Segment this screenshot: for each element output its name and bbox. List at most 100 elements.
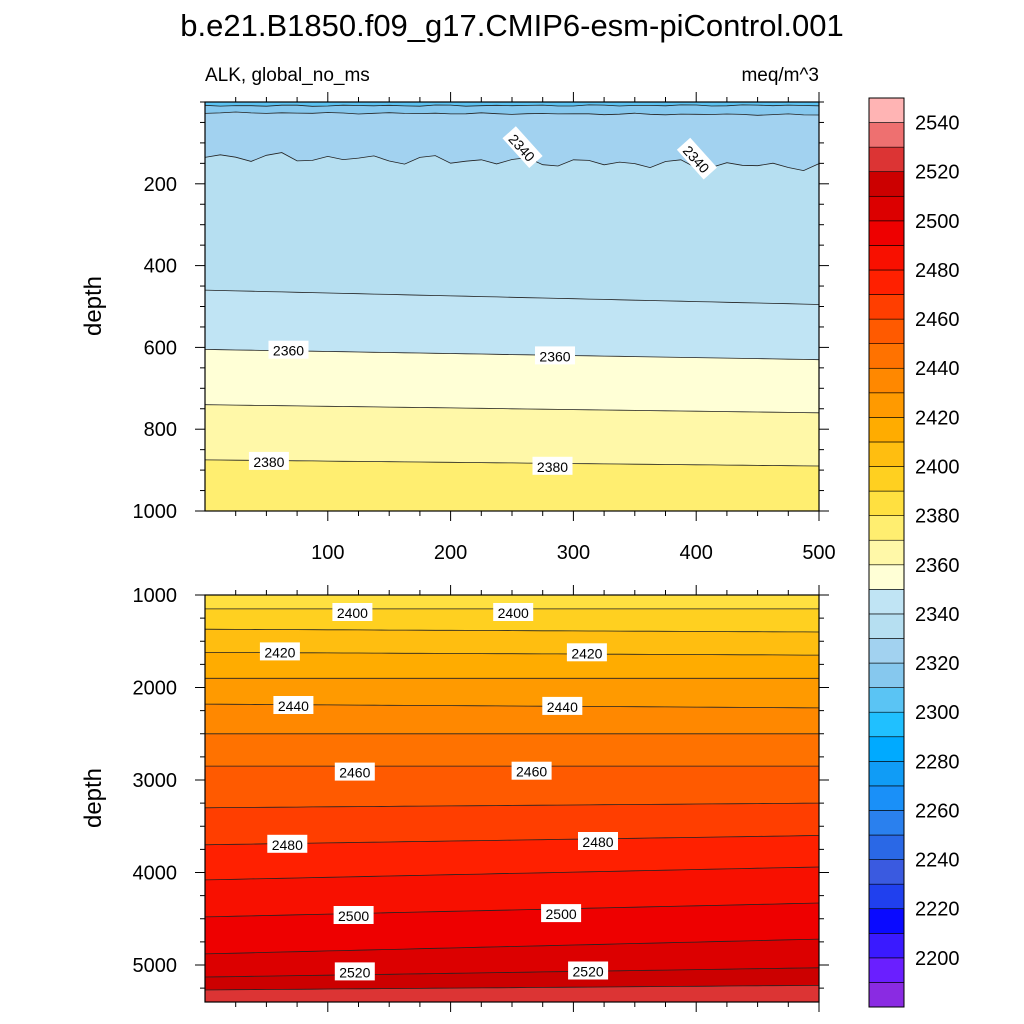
colorbar-swatch [868,245,905,271]
colorbar-swatch [868,441,905,467]
contour-label-text: 2500 [338,908,369,924]
y-tick-label: 2000 [133,678,178,700]
contour-label-text: 2520 [339,964,370,980]
colorbar-swatch [868,564,905,590]
colorbar-swatch [868,318,905,344]
colorbar-swatch [868,195,905,222]
contour-line [204,902,820,918]
contour-label-text: 2460 [339,765,370,781]
contour-line [204,628,820,633]
contour-label-box [333,906,374,924]
contour-line [205,652,819,656]
contour-label-text: 2400 [498,605,529,621]
contour-label-box [502,126,543,169]
colorbar: 2200 2220 2240 2260 2280 2300 2320 2340 2360 2380… [868,97,960,1008]
colorbar-label: 2520 [915,162,960,184]
contour-label-text: 2500 [546,906,577,922]
upper-right-label: meq/m^3 [741,65,819,86]
colorbar-swatch [868,932,905,959]
contour-label-box [532,456,573,475]
colorbar-label: 2220 [915,899,960,921]
contour-band [205,459,819,511]
colorbar-swatch [868,638,905,664]
contour-label-box [541,904,582,923]
colorbar-label: 2380 [915,506,960,528]
colorbar-frame [868,97,905,1008]
colorbar-swatch [868,466,905,492]
y-tick-label: 1000 [133,585,178,607]
contour-label: 2420 [259,642,300,661]
colorbar-swatch [868,613,905,639]
colorbar-swatch [868,220,905,246]
contour-label-box [267,834,308,853]
contour-label: 2440 [542,696,583,715]
contour-line [204,289,820,305]
contour-label-text: 2380 [537,459,568,475]
colorbar-swatch [868,957,905,983]
x-tick-label: 400 [680,542,713,564]
contour-line [204,938,820,955]
contour-label: 2400 [493,603,534,621]
colorbar-swatch [868,834,905,860]
lower-y-axis-label: depth [80,768,107,828]
colorbar-swatch [868,761,905,787]
contour-label-box [511,761,552,780]
colorbar-swatch [868,711,905,738]
contour-label: 2460 [511,761,552,780]
contour-line [204,459,820,467]
contour-line [204,835,820,846]
contour-label: 2480 [267,834,308,853]
contour-label: 2520 [568,961,609,980]
colorbar-label: 2540 [915,113,960,135]
colorbar-label: 2480 [915,260,960,282]
contour-label: 2460 [334,762,375,781]
contour-label: 2500 [333,906,374,924]
contour-label: 2420 [566,643,607,662]
y-tick-label: 200 [144,174,177,196]
colorbar-label: 2200 [915,948,960,970]
main-title: b.e21.B1850.f09_g17.CMIP6-esm-piControl.… [180,8,843,43]
contour-label-box [542,696,583,715]
contour-line [204,404,820,414]
contour-label-text: 2420 [264,644,295,660]
contour-label: 2380 [248,451,289,470]
upper-left-label: ALK, global_no_ms [205,65,370,86]
colorbar-swatch [868,859,905,885]
contour-label: 2500 [541,904,582,923]
contour-line [204,802,820,809]
colorbar-label: 2280 [915,751,960,773]
contour-label-box [493,603,534,621]
y-tick-label: 1000 [133,501,178,523]
colorbar-swatch [868,810,905,836]
contour-label-text: 2460 [516,764,547,780]
contour-label-box [566,643,607,662]
contour-label-box [578,832,618,850]
colorbar-label: 2240 [915,850,960,872]
colorbar-swatch [868,171,905,197]
contour-label-box [535,346,575,365]
contour-label-text: 2480 [272,837,303,853]
contour-band [205,985,819,1002]
contour-line [204,111,820,116]
x-tick-label: 300 [557,542,590,564]
colorbar-swatch [868,883,905,910]
colorbar-label: 2400 [915,457,960,479]
colorbar-swatch [868,662,905,688]
colorbar-swatch [868,343,905,369]
contour-label-box [332,603,373,621]
contour-label-box [259,642,300,661]
y-tick-label: 5000 [133,955,178,977]
colorbar-swatch [868,122,905,148]
colorbar-swatch [868,908,905,934]
contour-label-box [568,961,609,980]
colorbar-swatch [868,146,905,173]
upper-y-axis-label: depth [80,276,107,336]
lower-contour-panel: 2400 2400 2420 2420 2440 2440 2460 2460 2480 2480… [133,585,829,1012]
contour-label: 2360 [535,346,575,365]
colorbar-swatch [868,490,905,516]
contour-label-text: 2360 [539,348,570,364]
contour-label-box [334,762,375,781]
y-tick-label: 600 [144,337,177,359]
